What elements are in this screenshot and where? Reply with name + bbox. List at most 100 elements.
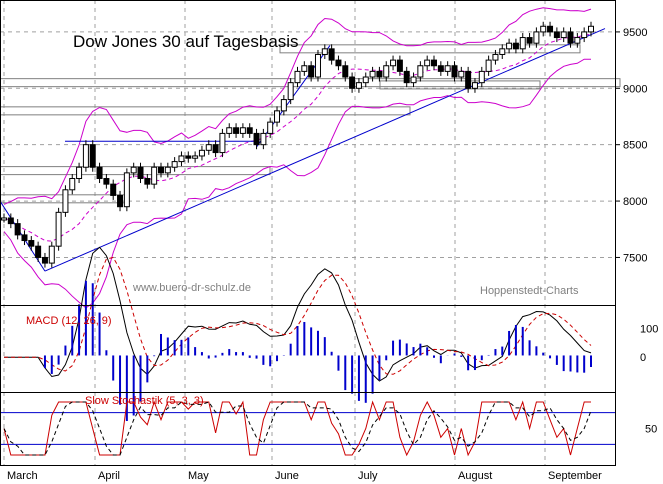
chart-title: Dow Jones 30 auf Tagesbasis <box>73 32 299 51</box>
candle-body <box>117 194 124 208</box>
bollinger-upper <box>3 7 592 205</box>
candle-body <box>164 166 171 174</box>
candle-body <box>369 70 376 78</box>
candle-body <box>314 53 321 78</box>
y-tick-label: 8000 <box>623 196 647 208</box>
candle-body <box>144 178 151 185</box>
x-tick-label: May <box>188 470 209 482</box>
support-box <box>0 106 411 116</box>
candle-body <box>21 234 28 242</box>
macd-panel <box>4 246 592 422</box>
candle-body <box>451 65 458 78</box>
support-box <box>279 44 581 54</box>
x-axis: March April May June July August September <box>7 470 602 482</box>
candle-body <box>574 37 581 44</box>
candle-body <box>431 59 438 67</box>
candle-body <box>533 31 540 44</box>
candle-body <box>76 166 83 180</box>
candle-body <box>540 25 547 33</box>
candle-body <box>588 25 594 33</box>
source-label: Hoppenstedt-Charts <box>480 285 579 297</box>
x-tick-label: April <box>98 470 120 482</box>
candle-body <box>198 149 205 157</box>
candle-body <box>560 31 567 39</box>
candle-body <box>96 166 103 180</box>
candle-body <box>267 121 274 134</box>
candle-body <box>178 155 185 163</box>
candle-body <box>424 59 431 67</box>
candle-body <box>253 132 260 146</box>
candle-body <box>205 144 212 151</box>
candle-body <box>581 31 588 39</box>
candle-body <box>69 178 76 191</box>
candle-body <box>28 240 35 247</box>
candle-body <box>246 127 253 134</box>
candle-body <box>417 65 424 78</box>
candle-body <box>212 144 219 154</box>
candle-body <box>226 127 233 134</box>
candle-body <box>349 76 356 89</box>
candle-body <box>82 144 89 168</box>
candle-body <box>355 82 362 89</box>
watermark: www.buero-dr-schulz.de <box>132 282 251 294</box>
x-tick-label: June <box>275 470 299 482</box>
support-box <box>379 80 541 90</box>
candle-body <box>506 42 513 50</box>
candle-body <box>335 59 342 67</box>
trend-line-primary <box>44 28 606 272</box>
macd-title: MACD (12, 26, 9) <box>26 315 112 327</box>
stochastic-tick-label: 50 <box>645 424 657 436</box>
grid-lines <box>0 0 615 465</box>
candle-body <box>444 65 451 72</box>
candle-body <box>7 217 14 225</box>
candle-body <box>151 166 158 185</box>
macd-line <box>4 246 592 382</box>
candle-body <box>376 70 383 78</box>
candle-body <box>362 76 369 84</box>
candle-body <box>492 53 499 61</box>
candle-body <box>308 65 315 78</box>
candle-body <box>280 99 287 112</box>
candle-body <box>41 256 48 264</box>
bollinger-bands <box>3 7 592 309</box>
y-tick-label: 9000 <box>623 83 647 95</box>
candle-body <box>55 211 62 247</box>
candle-body <box>157 166 164 174</box>
bollinger-lower <box>3 58 591 309</box>
candle-body <box>110 183 117 196</box>
candle-body <box>14 223 21 236</box>
candle-body <box>437 65 444 72</box>
y-tick-label: 9500 <box>623 27 647 39</box>
candle-body <box>465 70 472 89</box>
candle-body <box>239 127 246 134</box>
stochastic-title: Slow Stochastik (5, 3, 3) <box>85 395 204 407</box>
stochastic-d-line <box>3 401 592 456</box>
candle-body <box>396 59 403 72</box>
candle-body <box>526 37 533 44</box>
candle-body <box>274 110 281 123</box>
candle-body <box>567 31 574 44</box>
candle-body <box>48 245 55 264</box>
candle-body <box>471 82 478 89</box>
candle-body <box>458 70 465 78</box>
moving-average <box>3 33 592 242</box>
macd-tick-label: 100 <box>640 323 658 335</box>
y-tick-label: 7500 <box>623 252 647 264</box>
candle-body <box>512 42 519 50</box>
candle-body <box>485 59 492 72</box>
candle-body <box>519 37 526 50</box>
candle-body <box>123 172 130 208</box>
support-box <box>0 78 621 88</box>
candle-body <box>62 189 69 213</box>
candle-body <box>403 70 410 84</box>
candle-body <box>383 65 390 78</box>
x-tick-label: March <box>7 470 38 482</box>
candle-body <box>1 217 7 221</box>
candle-body <box>390 59 397 67</box>
price-series <box>1 21 594 268</box>
support-box <box>0 166 271 176</box>
candle-body <box>478 70 485 84</box>
candle-body <box>553 31 560 39</box>
candle-body <box>301 65 308 72</box>
